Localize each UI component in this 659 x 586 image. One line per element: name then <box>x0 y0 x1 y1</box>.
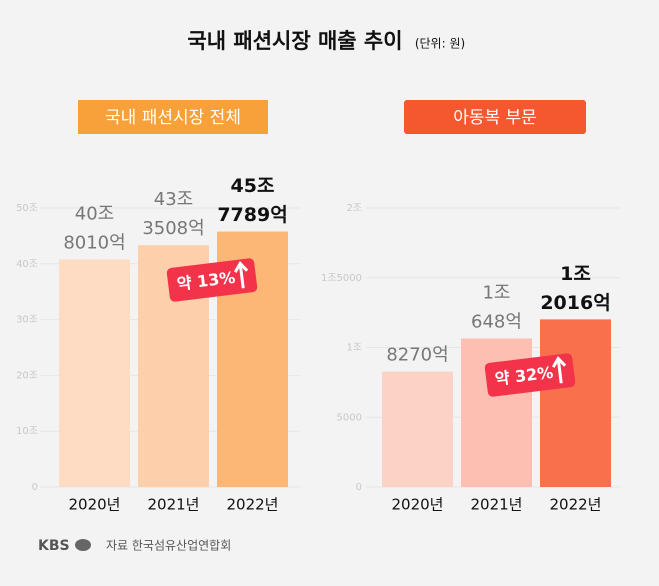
title-note: (단위: 원) <box>415 37 465 51</box>
y-tick-label: 0 <box>356 482 362 493</box>
y-tick-label: 2조 <box>346 203 362 214</box>
y-tick-label: 40조 <box>16 259 38 270</box>
badge <box>78 100 268 134</box>
annotation-badge <box>484 353 576 397</box>
bar <box>540 319 611 487</box>
x-tick-label: 2021년 <box>148 496 200 514</box>
y-tick-label: 30조 <box>16 315 38 326</box>
annotation-arrow <box>551 355 567 384</box>
annotation: 약 13% <box>166 258 258 302</box>
title: 국내 패션시장 매출 추이 <box>187 29 402 53</box>
y-tick-label: 10조 <box>16 426 38 437</box>
annotation-badge <box>166 258 258 302</box>
annotation: 약 32% <box>484 353 576 397</box>
x-tick-label: 2022년 <box>227 496 279 514</box>
value-label: 43조 <box>154 189 193 210</box>
value-label: 3508억 <box>142 218 204 239</box>
y-tick-label: 5000 <box>337 412 362 423</box>
value-label: 40조 <box>75 203 114 224</box>
source: 자료 한국섬유산업연합회 <box>106 539 231 553</box>
y-tick-label: 1조 <box>346 343 362 354</box>
bar <box>382 371 453 487</box>
y-tick-label: 50조 <box>16 203 38 214</box>
logo-mark <box>75 539 91 551</box>
value-label: 1조 <box>560 263 591 285</box>
value-label: 648억 <box>471 311 522 332</box>
annotation-arrow <box>233 260 249 289</box>
x-tick-label: 2020년 <box>69 496 121 514</box>
y-tick-label: 1조5000 <box>321 273 362 284</box>
panel-title: 국내 패션시장 전체 <box>105 108 241 128</box>
value-label: 8270억 <box>386 345 448 366</box>
value-label: 2016억 <box>540 292 610 314</box>
value-label: 8010억 <box>63 232 125 253</box>
value-label: 1조 <box>482 282 510 303</box>
bar <box>59 259 130 487</box>
x-tick-label: 2021년 <box>471 496 523 514</box>
x-tick-label: 2020년 <box>392 496 444 514</box>
y-tick-label: 20조 <box>16 370 38 381</box>
x-tick-label: 2022년 <box>550 496 602 514</box>
panel-title: 아동복 부문 <box>453 108 537 128</box>
value-label: 7789억 <box>217 204 287 226</box>
badge <box>404 100 586 134</box>
y-tick-label: 0 <box>32 482 38 493</box>
value-label: 45조 <box>231 175 275 197</box>
logo: KBS <box>38 538 70 554</box>
